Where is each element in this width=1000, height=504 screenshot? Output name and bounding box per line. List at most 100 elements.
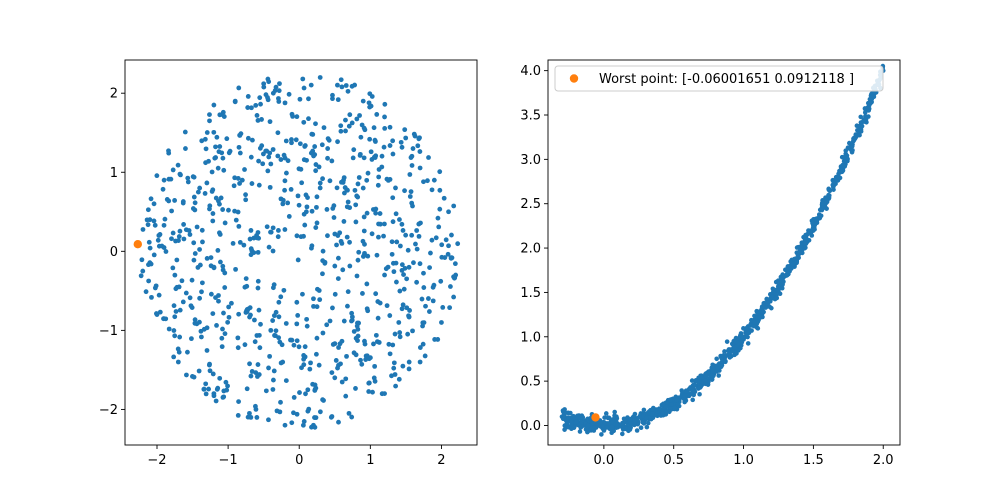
scatter-point <box>254 235 260 241</box>
scatter-point <box>249 105 254 111</box>
scatter-point <box>776 288 781 294</box>
scatter-point <box>410 146 416 151</box>
scatter-point <box>172 333 178 339</box>
scatter-point <box>314 335 320 341</box>
scatter-point <box>311 296 316 302</box>
scatter-point <box>199 280 205 286</box>
scatter-point <box>755 326 761 331</box>
scatter-point <box>387 313 393 318</box>
scatter-point <box>324 207 330 212</box>
scatter-point <box>145 207 151 213</box>
scatter-point <box>335 139 340 145</box>
scatter-point <box>282 227 288 232</box>
scatter-point <box>298 166 304 172</box>
scatter-point <box>217 230 222 236</box>
scatter-point <box>140 268 146 274</box>
scatter-point <box>381 144 387 150</box>
scatter-point <box>437 206 443 212</box>
scatter-point <box>210 211 216 216</box>
scatter-point <box>345 187 350 193</box>
scatter-point <box>656 406 662 412</box>
scatter-point <box>209 189 215 194</box>
scatter-point <box>314 204 319 210</box>
scatter-point <box>358 357 363 363</box>
scatter-point <box>675 402 681 407</box>
scatter-point <box>757 314 762 320</box>
right-axis-ticks: 0.0 0.5 1.0 1.5 2.0 0.0 0.5 1.0 1.5 2.0 2.5 3.0 3.5 4… <box>520 64 893 468</box>
scatter-point <box>393 185 398 191</box>
scatter-point <box>431 177 437 183</box>
scatter-point <box>295 257 301 263</box>
scatter-point <box>429 237 435 243</box>
scatter-point <box>202 136 208 142</box>
scatter-point <box>382 126 388 131</box>
scatter-point <box>360 254 366 259</box>
scatter-point <box>443 237 449 243</box>
scatter-point <box>270 225 276 231</box>
scatter-point <box>710 373 715 379</box>
scatter-point <box>810 220 815 226</box>
scatter-point <box>422 353 428 359</box>
scatter-point <box>301 119 307 125</box>
x-tick-label: 1.5 <box>803 453 824 468</box>
scatter-point <box>660 411 665 416</box>
scatter-point <box>736 348 741 353</box>
scatter-point <box>445 251 451 257</box>
scatter-point <box>669 402 674 407</box>
scatter-point <box>577 429 583 434</box>
scatter-point <box>154 311 159 316</box>
scatter-point <box>347 239 352 245</box>
scatter-point <box>155 237 161 243</box>
scatter-point <box>351 329 357 334</box>
scatter-point <box>309 424 314 430</box>
scatter-point <box>339 379 345 385</box>
scatter-point <box>446 243 451 249</box>
scatter-point <box>320 271 325 277</box>
scatter-point <box>354 273 360 279</box>
scatter-point <box>340 267 346 273</box>
scatter-point <box>161 222 167 228</box>
scatter-point <box>343 117 348 123</box>
scatter-point <box>261 151 266 157</box>
scatter-point <box>196 368 202 374</box>
scatter-point <box>579 424 584 430</box>
scatter-point <box>407 172 413 177</box>
scatter-point <box>215 247 221 253</box>
scatter-point <box>408 155 414 160</box>
scatter-point <box>361 214 367 220</box>
scatter-point <box>674 397 680 403</box>
scatter-point <box>243 276 249 281</box>
scatter-point <box>368 149 374 155</box>
scatter-point <box>207 206 212 212</box>
scatter-point <box>256 182 262 188</box>
scatter-point <box>214 322 219 328</box>
scatter-point <box>436 224 442 230</box>
scatter-point <box>261 84 267 90</box>
scatter-point <box>455 241 461 247</box>
scatter-point <box>309 243 315 249</box>
scatter-point <box>264 148 270 154</box>
scatter-point <box>397 217 402 222</box>
scatter-point <box>640 419 645 425</box>
scatter-point <box>237 150 243 156</box>
scatter-point <box>668 397 674 402</box>
scatter-point <box>302 144 308 149</box>
scatter-point <box>382 272 387 278</box>
scatter-point <box>778 276 784 282</box>
scatter-point <box>282 187 288 193</box>
scatter-point <box>341 318 347 324</box>
scatter-point <box>236 144 242 150</box>
scatter-point <box>775 284 781 289</box>
scatter-point <box>151 218 157 224</box>
scatter-point <box>275 153 281 159</box>
scatter-point <box>161 177 167 183</box>
scatter-point <box>410 203 415 209</box>
scatter-point <box>204 325 210 331</box>
scatter-point <box>375 182 381 188</box>
scatter-point <box>802 241 808 246</box>
scatter-point <box>416 136 422 142</box>
scatter-point <box>396 376 402 382</box>
scatter-point <box>271 313 277 319</box>
scatter-point <box>397 243 403 249</box>
scatter-point <box>202 191 208 196</box>
